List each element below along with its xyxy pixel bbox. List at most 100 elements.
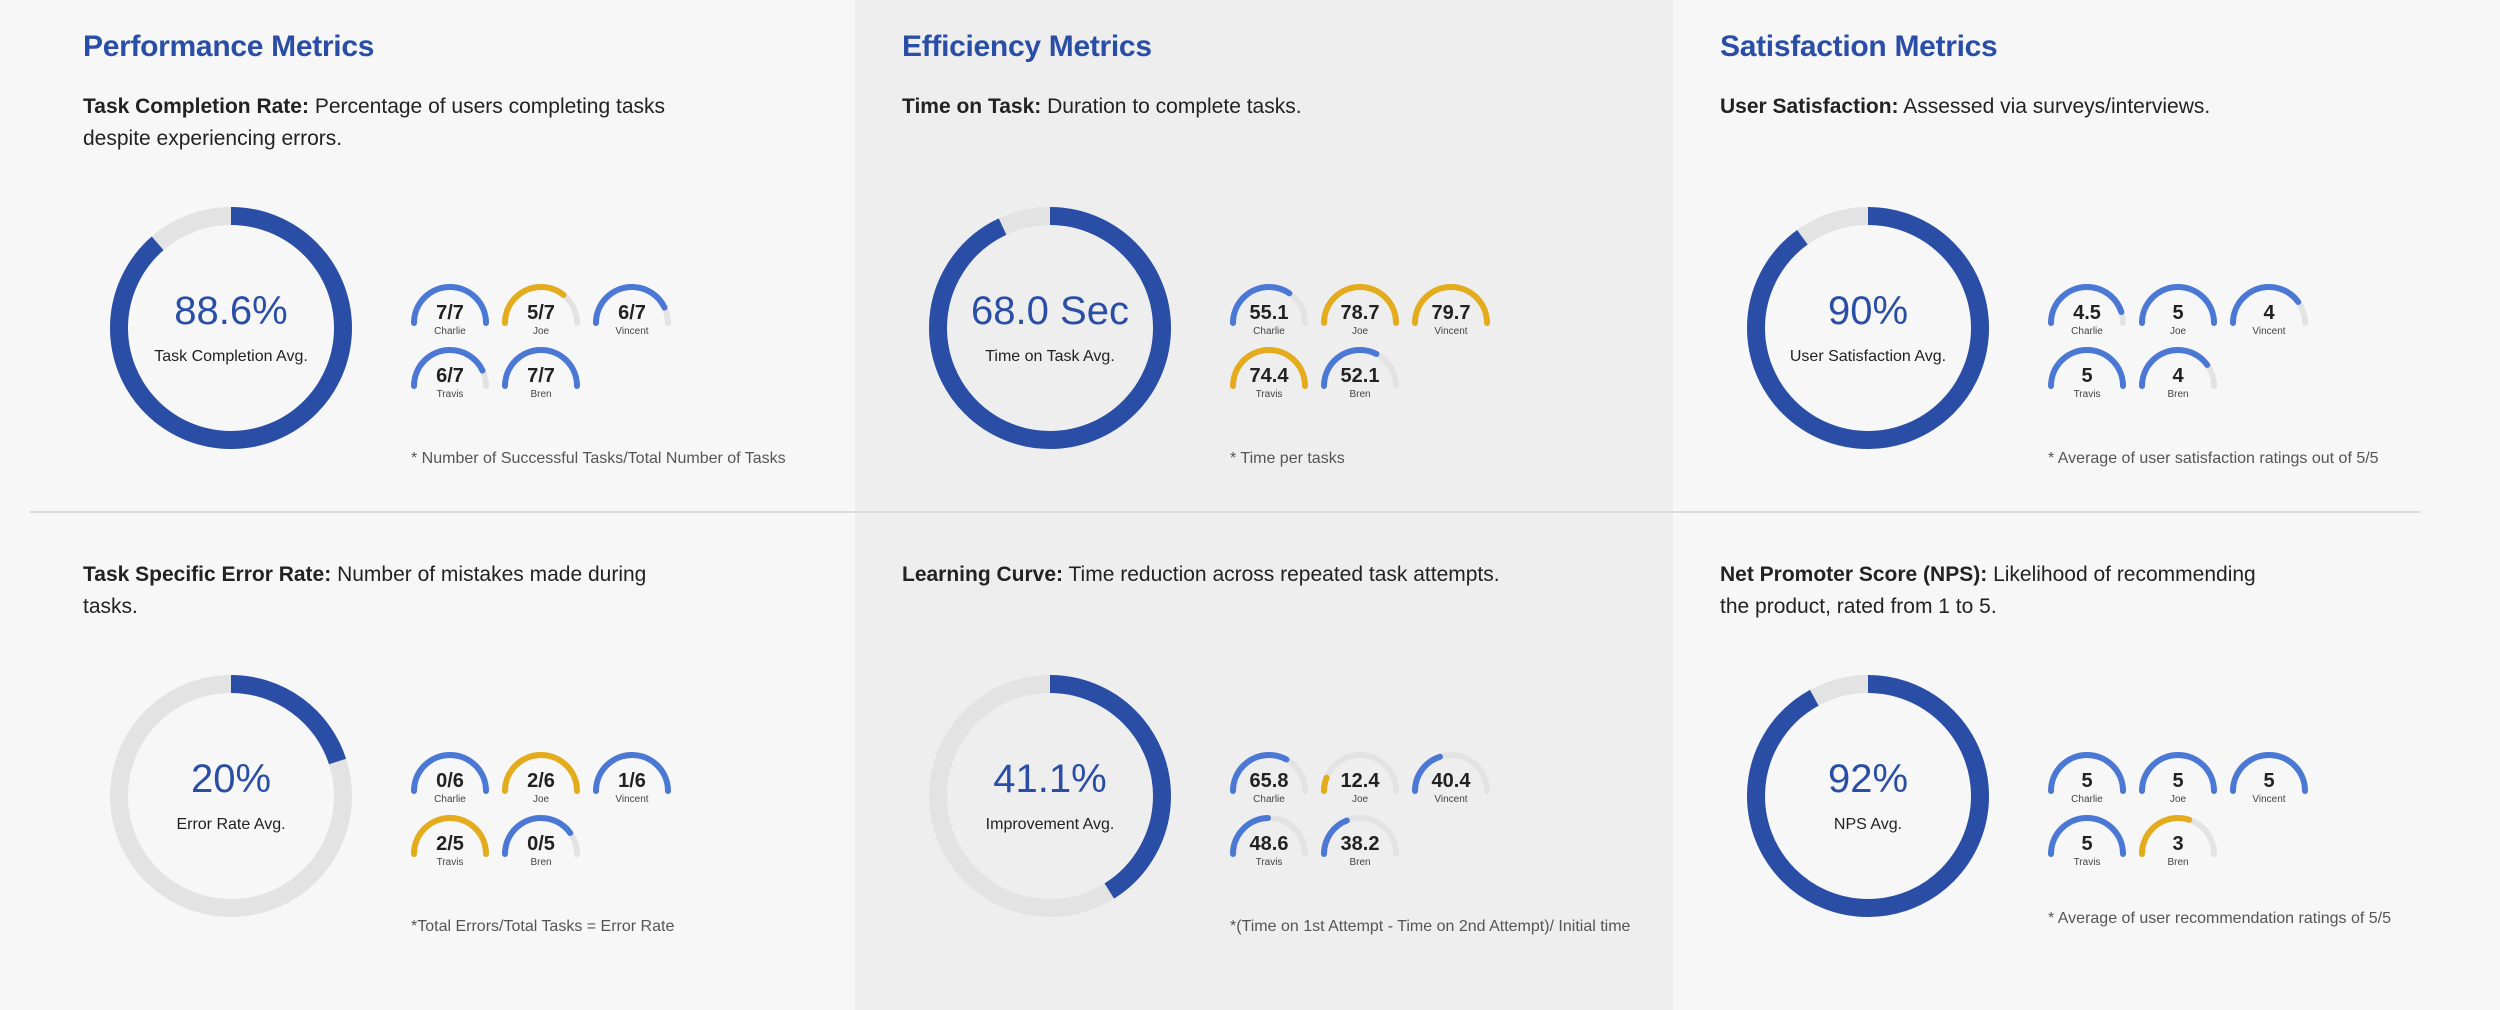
- nps-donut-progress: [1747, 675, 1989, 917]
- learning-curve-description: Learning Curve: Time reduction across re…: [902, 559, 1522, 591]
- gauge-vincent: 79.7 Vincent: [1410, 282, 1492, 354]
- gauge-arc: [2048, 752, 2126, 794]
- gauge-person-name: Charlie: [1253, 794, 1285, 805]
- error-rate-footnote: *Total Errors/Total Tasks = Error Rate: [411, 918, 675, 935]
- gauge-arc: [2230, 752, 2308, 794]
- efficiency-column-background: [855, 0, 1673, 1010]
- gauge-value: 52.1: [1340, 365, 1380, 387]
- gauge-arc: [411, 815, 489, 857]
- gauge-value: 7/7: [436, 302, 464, 324]
- gauge-value: 5: [2081, 833, 2093, 855]
- gauge-arc: [502, 752, 580, 794]
- learning-curve-term: Learning Curve:: [902, 563, 1064, 586]
- gauge-arc: [2139, 284, 2217, 326]
- nps-description-line: the product, rated from 1 to 5.: [1720, 595, 1997, 618]
- time-on-task-average-label: Time on Task Avg.: [985, 348, 1115, 365]
- gauge-value: 38.2: [1340, 833, 1380, 855]
- gauge-charlie: 4.5 Charlie: [2046, 282, 2128, 354]
- time-on-task-description: Time on Task: Duration to complete tasks…: [902, 91, 1522, 123]
- gauge-person-name: Bren: [530, 857, 552, 868]
- gauge-person-name: Joe: [1351, 794, 1369, 805]
- gauge-arc: [1321, 347, 1399, 389]
- gauge-arc: [1321, 752, 1399, 794]
- gauge-person-name: Charlie: [434, 794, 466, 805]
- error-rate-description: Task Specific Error Rate: Number of mist…: [83, 559, 703, 623]
- gauge-person-name: Bren: [1349, 857, 1371, 868]
- gauge-value: 5: [2263, 770, 2275, 792]
- gauge-value: 74.4: [1249, 365, 1289, 387]
- gauge-arc: [1230, 284, 1308, 326]
- gauge-value: 65.8: [1249, 770, 1289, 792]
- gauge-travis: 5 Travis: [2046, 813, 2128, 885]
- gauge-charlie: 55.1 Charlie: [1228, 282, 1310, 354]
- gauge-value: 6/7: [618, 302, 646, 324]
- gauge-value: 5/7: [527, 302, 555, 324]
- gauge-arc: [1412, 752, 1490, 794]
- user-satisfaction-footnote: * Average of user satisfaction ratings o…: [2048, 450, 2379, 467]
- user-satisfaction-term: User Satisfaction:: [1720, 95, 1899, 118]
- gauge-vincent: 1/6 Vincent: [591, 750, 673, 822]
- time-on-task-donut-progress: [929, 207, 1171, 449]
- gauge-joe: 5/7 Joe: [500, 282, 582, 354]
- performance-metrics-title: Performance Metrics: [83, 30, 375, 63]
- gauge-person-name: Travis: [2073, 857, 2101, 868]
- time-on-task-footnote: * Time per tasks: [1230, 450, 1345, 467]
- gauge-bren: 0/5 Bren: [500, 813, 582, 885]
- gauge-arc: [411, 284, 489, 326]
- nps-description: Net Promoter Score (NPS): Likelihood of …: [1720, 559, 2340, 623]
- nps-donut-chart: [1743, 671, 1993, 921]
- gauge-bren: 7/7 Bren: [500, 345, 582, 417]
- task-completion-term: Task Completion Rate:: [83, 95, 309, 118]
- gauge-travis: 5 Travis: [2046, 345, 2128, 417]
- user-satisfaction-description: User Satisfaction: Assessed via surveys/…: [1720, 91, 2340, 123]
- gauge-value: 5: [2172, 302, 2184, 324]
- gauge-person-name: Joe: [2169, 326, 2187, 337]
- gauge-person-name: Charlie: [434, 326, 466, 337]
- gauge-arc: [2139, 815, 2217, 857]
- gauge-person-name: Joe: [532, 326, 550, 337]
- gauge-joe: 78.7 Joe: [1319, 282, 1401, 354]
- task-completion-average-value: 88.6%: [174, 289, 288, 333]
- learning-curve-footnote: *(Time on 1st Attempt - Time on 2nd Atte…: [1230, 918, 1631, 935]
- gauge-arc: [593, 284, 671, 326]
- gauge-arc: [502, 347, 580, 389]
- gauge-vincent: 6/7 Vincent: [591, 282, 673, 354]
- gauge-bren: 3 Bren: [2137, 813, 2219, 885]
- learning-curve-donut-progress: [929, 675, 1171, 917]
- learning-curve-donut-chart: [925, 671, 1175, 921]
- gauge-value: 2/6: [527, 770, 555, 792]
- gauge-value: 55.1: [1249, 302, 1289, 324]
- task-completion-average-label: Task Completion Avg.: [154, 348, 308, 365]
- gauge-charlie: 65.8 Charlie: [1228, 750, 1310, 822]
- gauge-charlie: 0/6 Charlie: [409, 750, 491, 822]
- gauge-arc: [2048, 815, 2126, 857]
- gauge-arc: [1321, 284, 1399, 326]
- gauge-value: 4: [2172, 365, 2184, 387]
- gauge-bren: 4 Bren: [2137, 345, 2219, 417]
- gauge-value: 5: [2081, 365, 2093, 387]
- learning-curve-average-label: Improvement Avg.: [985, 816, 1115, 833]
- nps-average-value: 92%: [1827, 757, 1909, 801]
- learning-curve-average-value: 41.1%: [993, 757, 1107, 801]
- gauge-joe: 2/6 Joe: [500, 750, 582, 822]
- user-satisfaction-donut-chart: [1743, 203, 1993, 453]
- gauge-person-name: Vincent: [615, 794, 649, 805]
- gauge-vincent: 40.4 Vincent: [1410, 750, 1492, 822]
- gauge-person-name: Travis: [436, 857, 464, 868]
- gauge-person-name: Bren: [530, 389, 552, 400]
- task-completion-description-line: Percentage of users completing tasks: [314, 95, 666, 118]
- gauge-arc: [502, 815, 580, 857]
- satisfaction-metrics-title: Satisfaction Metrics: [1720, 30, 1998, 63]
- gauge-value: 48.6: [1249, 833, 1289, 855]
- gauge-value: 79.7: [1431, 302, 1471, 324]
- error-rate-average-label: Error Rate Avg.: [176, 816, 286, 833]
- user-satisfaction-average-label: User Satisfaction Avg.: [1789, 348, 1947, 365]
- efficiency-metrics-title: Efficiency Metrics: [902, 30, 1152, 63]
- gauge-person-name: Travis: [2073, 389, 2101, 400]
- gauge-charlie: 7/7 Charlie: [409, 282, 491, 354]
- nps-term: Net Promoter Score (NPS):: [1720, 563, 1988, 586]
- gauge-person-name: Travis: [1255, 389, 1283, 400]
- error-rate-term: Task Specific Error Rate:: [83, 563, 332, 586]
- gauge-person-name: Vincent: [2252, 326, 2286, 337]
- error-rate-average-value: 20%: [190, 757, 272, 801]
